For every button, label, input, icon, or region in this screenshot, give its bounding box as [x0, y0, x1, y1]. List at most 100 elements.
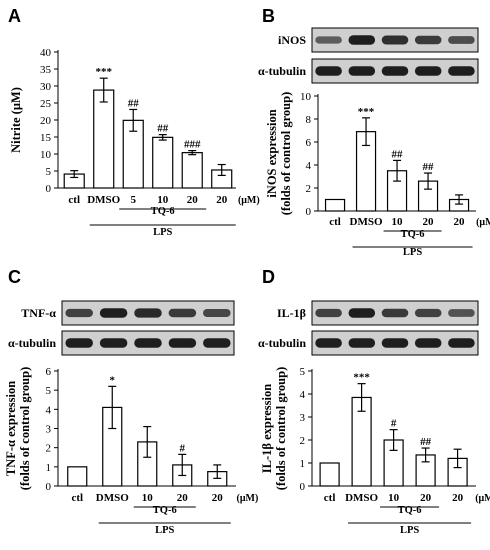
blot-band [315, 338, 342, 348]
y-tick-label: 0 [300, 481, 306, 493]
category-label: 10 [157, 194, 169, 206]
blot-label: α-tubulin [8, 336, 56, 350]
category-label: DMSO [96, 492, 129, 504]
blot-band [348, 35, 376, 45]
y-tick-label: 3 [300, 412, 306, 424]
y-tick-label: 8 [306, 114, 312, 126]
category-label: 5 [130, 194, 136, 206]
y-tick-label: 2 [306, 183, 312, 195]
blot-band [99, 308, 128, 318]
blot-label: TNF-α [21, 306, 56, 320]
y-axis-label: (folds of control group) [18, 367, 32, 491]
blot-band [203, 338, 231, 348]
blot-band [414, 338, 442, 348]
blot-band [381, 35, 409, 45]
y-tick-label: 4 [46, 404, 52, 416]
significance-label: ## [420, 436, 432, 448]
significance-label: ## [392, 148, 404, 160]
category-label: 20 [454, 216, 466, 228]
blot-label: α-tubulin [258, 64, 306, 78]
significance-label: *** [358, 106, 375, 118]
group-label: TQ-6 [153, 505, 177, 516]
significance-label: # [391, 418, 397, 430]
y-tick-label: 0 [46, 183, 52, 195]
unit-label: (μM) [237, 493, 259, 504]
blot-band [315, 308, 342, 318]
y-axis-label: IL-1β expression [260, 384, 274, 473]
y-tick-label: 20 [40, 115, 52, 127]
y-tick-label: 2 [46, 443, 52, 455]
bar [67, 466, 88, 487]
category-label: ctl [329, 216, 341, 228]
y-tick-label: 25 [40, 98, 52, 110]
category-label: ctl [68, 194, 80, 206]
y-tick-label: 3 [46, 424, 52, 436]
panel-c: C TNF-α α-tubulin 0 1 2 3 4 5 6 TNF-α expression (f… [4, 267, 258, 536]
y-tick-label: 1 [300, 458, 306, 470]
y-tick-label: 5 [46, 385, 52, 397]
significance-label: *** [353, 372, 370, 384]
blot-band [448, 36, 475, 44]
unit-label: (μM) [476, 217, 490, 228]
category-label: 20 [420, 492, 432, 504]
blot-band [168, 308, 197, 318]
panel-letter: A [8, 6, 21, 26]
panel-a: A 0 5 10 15 20 25 30 35 40 Nitrite (μM) ctl *** DMSO #… [8, 6, 260, 238]
blot-band [134, 338, 162, 348]
category-label: DMSO [345, 492, 378, 504]
blot-label: α-tubulin [258, 336, 306, 350]
y-axis-label: TNF-α expression [4, 381, 18, 476]
category-label: 20 [423, 216, 435, 228]
blot-band [203, 308, 231, 318]
panel-letter: D [262, 267, 275, 287]
bar [181, 152, 203, 189]
blot-band [315, 66, 342, 76]
y-tick-label: 0 [306, 206, 312, 218]
y-tick-label: 5 [300, 366, 306, 378]
y-tick-label: 30 [40, 81, 52, 93]
y-tick-label: 6 [306, 137, 312, 149]
y-tick-label: 40 [40, 47, 52, 59]
y-tick-label: 1 [46, 462, 52, 474]
group-label: LPS [153, 227, 172, 238]
group-label: TQ-6 [151, 206, 175, 217]
category-label: ctl [324, 492, 336, 504]
category-label: 10 [392, 216, 404, 228]
category-label: 10 [388, 492, 400, 504]
group-label: LPS [400, 525, 419, 536]
y-tick-label: 5 [46, 166, 52, 178]
y-tick-label: 6 [46, 366, 52, 378]
y-tick-label: 15 [40, 132, 52, 144]
blot-band [65, 338, 93, 348]
bar [324, 198, 346, 212]
significance-label: *** [95, 66, 112, 78]
group-label: LPS [403, 247, 422, 258]
bar [319, 462, 340, 487]
unit-label: (μM) [238, 195, 260, 206]
category-label: 10 [142, 492, 154, 504]
significance-label: ## [423, 161, 435, 173]
blot-band [348, 308, 376, 318]
blot-band [381, 338, 409, 348]
significance-label: * [110, 374, 116, 386]
blot-band [414, 308, 442, 318]
y-tick-label: 4 [300, 389, 306, 401]
y-tick-label: 10 [300, 91, 312, 103]
blot-band [381, 308, 409, 318]
blot-band [414, 66, 442, 76]
blot-label: iNOS [278, 33, 306, 47]
panel-letter: B [262, 6, 275, 26]
significance-label: ## [128, 97, 140, 109]
category-label: 20 [216, 194, 228, 206]
significance-label: # [180, 442, 186, 454]
blot-band [448, 66, 475, 76]
category-label: 20 [452, 492, 464, 504]
blot-band [414, 35, 442, 45]
group-label: TQ-6 [401, 229, 425, 240]
blot-band [134, 308, 162, 318]
y-tick-label: 35 [40, 64, 52, 76]
y-tick-label: 0 [46, 481, 52, 493]
category-label: DMSO [350, 216, 383, 228]
